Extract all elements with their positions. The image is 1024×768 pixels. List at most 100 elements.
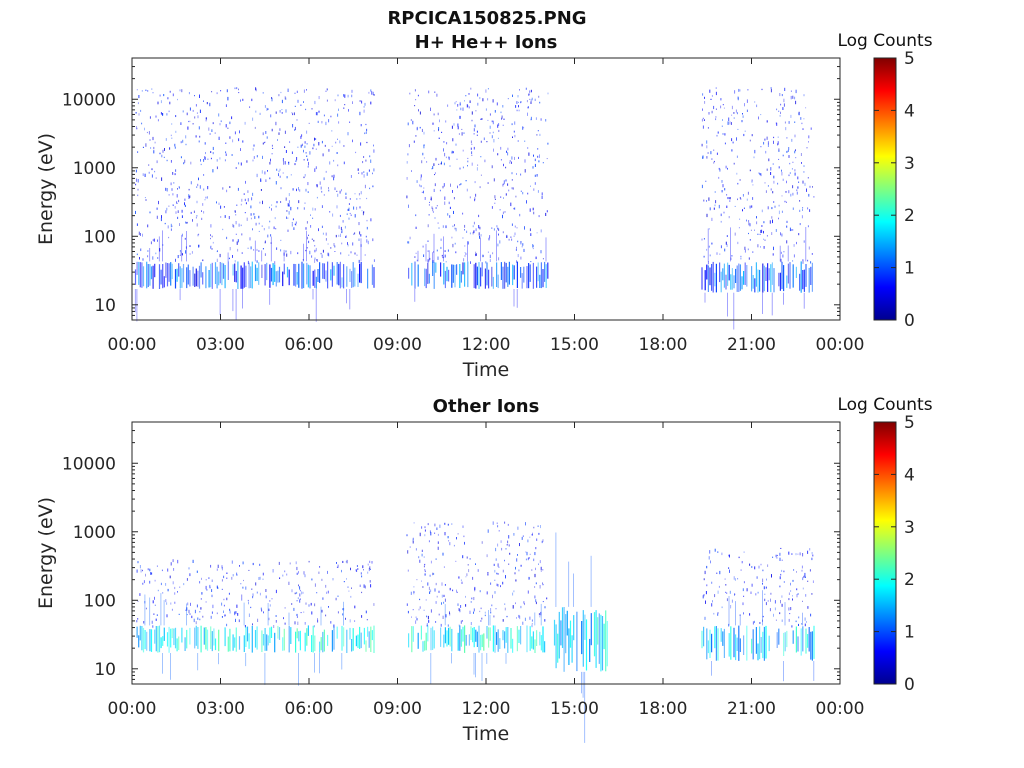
spectrogram-cell xyxy=(464,229,465,231)
spectrogram-cell xyxy=(778,150,780,152)
spectrogram-cell xyxy=(368,169,370,172)
spectrogram-cell xyxy=(162,149,164,153)
spectrogram-cell xyxy=(456,591,458,593)
spectrogram-cell xyxy=(217,587,219,589)
spectrogram-cell xyxy=(444,598,446,602)
spectrogram-cell xyxy=(415,252,417,254)
spectrogram-cell xyxy=(447,104,449,107)
spectrogram-cell xyxy=(774,600,776,604)
spectrogram-cell xyxy=(294,592,296,595)
spectrogram-cell xyxy=(435,558,437,560)
spectrogram-cell xyxy=(406,603,408,606)
spectrogram-cell xyxy=(581,671,582,694)
spectrogram-cell xyxy=(294,129,296,131)
spectrogram-cell xyxy=(361,172,363,175)
spectrogram-cell xyxy=(755,262,757,287)
spectrogram-cell xyxy=(711,242,713,245)
spectrogram-cell xyxy=(222,228,224,231)
spectrogram-cell xyxy=(466,104,468,108)
spectrogram-cell xyxy=(250,246,252,250)
spectrogram-cell xyxy=(747,191,749,195)
spectrogram-cell xyxy=(440,238,442,241)
spectrogram-cell xyxy=(353,206,355,210)
spectrogram-cell xyxy=(137,600,139,602)
spectrogram-cell xyxy=(149,116,151,119)
spectrogram-cell xyxy=(364,254,366,256)
spectrogram-cell xyxy=(477,569,479,572)
spectrogram-cell xyxy=(738,88,740,92)
spectrogram-cell xyxy=(739,218,741,220)
spectrogram-cell xyxy=(729,197,731,200)
spectrogram-cell xyxy=(728,567,730,569)
spectrogram-cell xyxy=(262,155,263,159)
spectrogram-cell xyxy=(522,126,524,130)
spectrogram-cell xyxy=(765,602,767,606)
spectrogram-cell xyxy=(706,628,708,660)
spectrogram-cell xyxy=(525,522,526,526)
spectrogram-cell xyxy=(186,629,188,649)
spectrogram-cell xyxy=(172,172,174,175)
spectrogram-cell xyxy=(760,114,762,116)
spectrogram-cell xyxy=(792,260,794,262)
spectrogram-cell xyxy=(479,226,481,230)
spectrogram-cell xyxy=(296,628,298,639)
spectrogram-cell xyxy=(741,276,743,290)
spectrogram-cell xyxy=(299,189,301,192)
spectrogram-cell xyxy=(547,142,549,145)
spectrogram-cell xyxy=(702,125,704,129)
spectrogram-cell xyxy=(269,177,271,180)
spectrogram-cell xyxy=(726,194,728,196)
spectrogram-cell xyxy=(286,176,288,179)
spectrogram-cell xyxy=(530,233,532,236)
spectrogram-cell xyxy=(534,586,536,588)
spectrogram-cell xyxy=(339,140,341,144)
spectrogram-cell xyxy=(197,115,199,119)
spectrogram-cell xyxy=(250,213,252,216)
spectrogram-cell xyxy=(713,105,715,110)
spectrogram-cell xyxy=(737,182,739,185)
spectrogram-cell xyxy=(161,177,163,181)
spectrogram-cell xyxy=(440,262,442,277)
spectrogram-cell xyxy=(809,569,811,572)
spectrogram-cell xyxy=(312,289,314,300)
spectrogram-cell xyxy=(778,210,780,215)
spectrogram-cell xyxy=(421,549,423,552)
spectrogram-cell xyxy=(326,89,328,91)
spectrogram-cell xyxy=(533,245,534,247)
spectrogram-cell xyxy=(331,262,333,287)
spectrogram-cell xyxy=(453,197,455,200)
spectrogram-cell xyxy=(781,172,783,176)
spectrogram-cell xyxy=(271,97,273,99)
spectrogram-cell xyxy=(442,615,444,619)
spectrogram-cell xyxy=(235,289,237,321)
spectrogram-cell xyxy=(434,523,436,527)
spectrogram-cell xyxy=(512,592,514,596)
spectrogram-cell xyxy=(763,265,765,292)
spectrogram-cell xyxy=(363,106,365,108)
spectrogram-cell xyxy=(455,251,457,254)
spectrogram-cell xyxy=(711,581,713,584)
spectrogram-cell xyxy=(179,266,181,289)
spectrogram-cell xyxy=(493,228,495,231)
spectrogram-cell xyxy=(252,228,253,231)
spectrogram-cell xyxy=(286,210,288,212)
spectrogram-cell xyxy=(210,234,211,237)
spectrogram-cell xyxy=(444,532,446,536)
spectrogram-cell xyxy=(714,272,716,287)
spectrogram-cell xyxy=(365,640,367,652)
spectrogram-cell xyxy=(542,626,544,653)
spectrogram-cell xyxy=(735,109,737,113)
spectrogram-cell xyxy=(147,568,149,571)
spectrogram-cell xyxy=(531,619,533,622)
spectrogram-cell xyxy=(152,600,154,604)
spectrogram-cell xyxy=(253,144,255,147)
spectrogram-cell xyxy=(456,589,457,593)
spectrogram-cell xyxy=(363,109,365,113)
spectrogram-cell xyxy=(336,262,338,285)
spectrogram-cell xyxy=(518,105,519,108)
spectrogram-cell xyxy=(508,563,510,565)
spectrogram-cell xyxy=(342,613,344,616)
spectrogram-cell xyxy=(407,122,409,126)
spectrogram-cell xyxy=(526,625,528,653)
spectrogram-cell xyxy=(339,214,341,217)
